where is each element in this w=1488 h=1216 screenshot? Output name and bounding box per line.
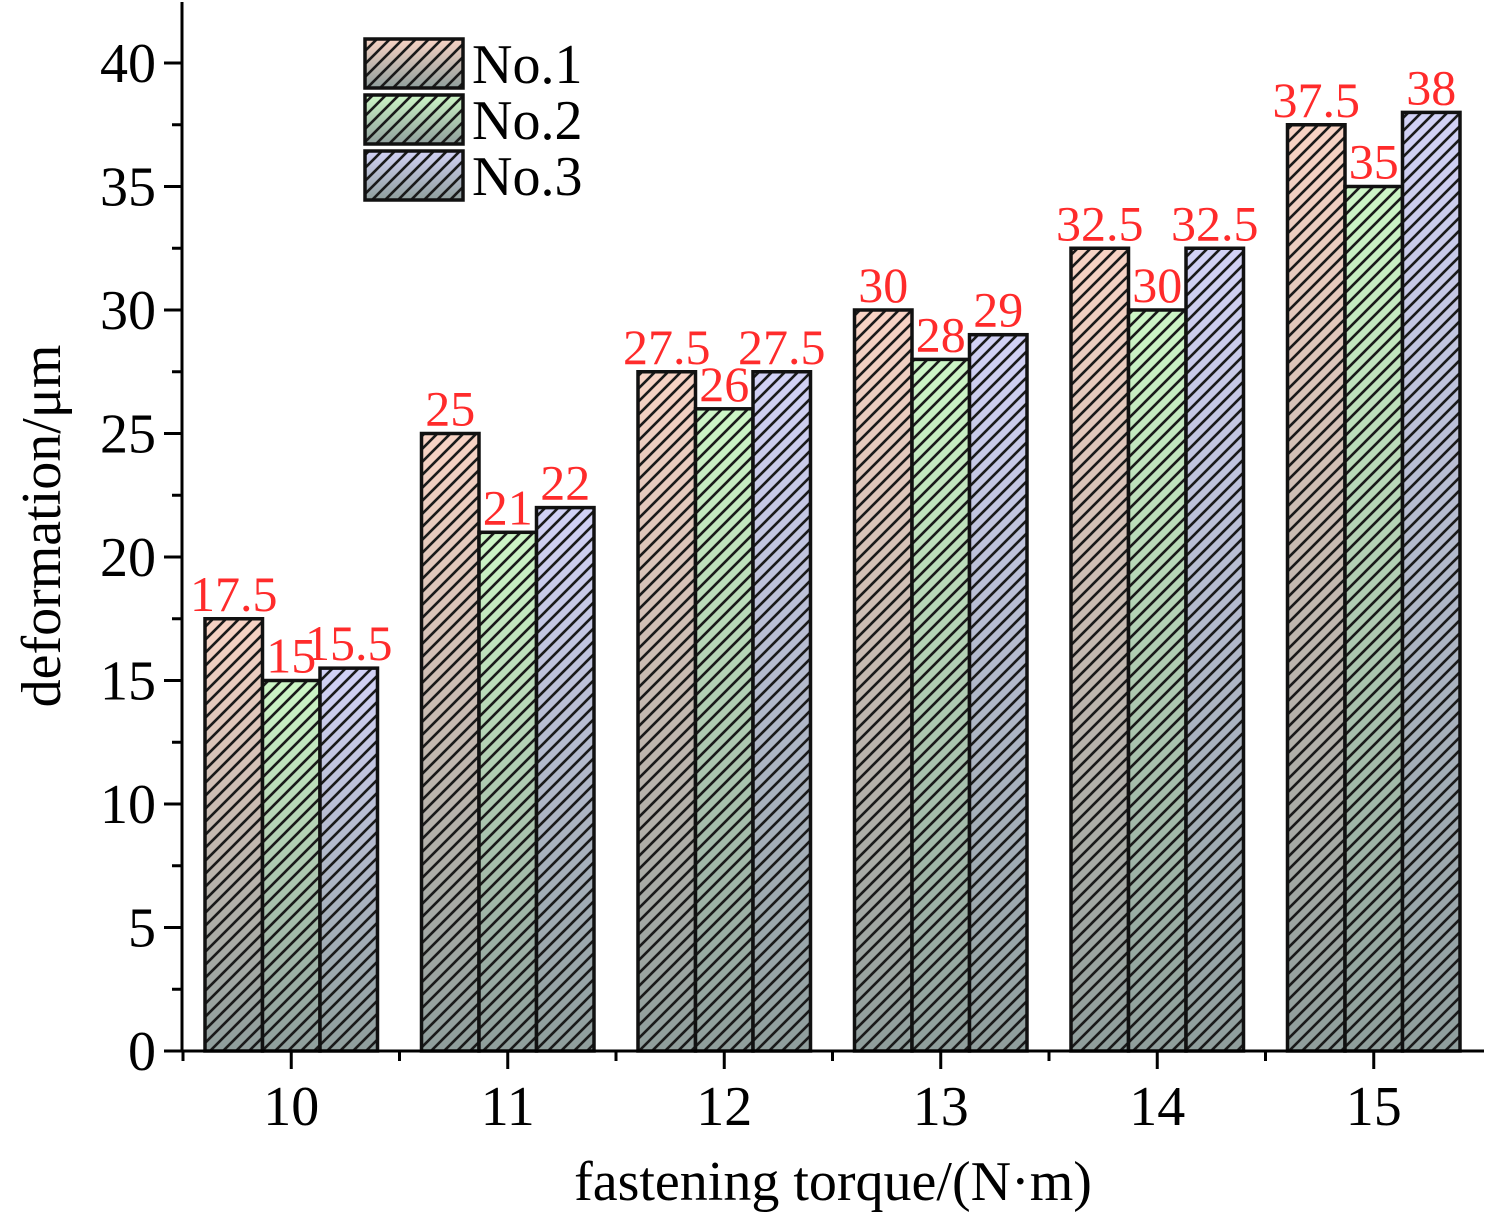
bar-hatch-no3-12 [751,370,813,1053]
bars-layer [203,110,1462,1053]
data-label-no3-14: 32.5 [1171,195,1259,251]
bar-hatch-no2-14 [1126,308,1188,1053]
data-label-no2-12: 26 [699,356,749,412]
bar-hatch-no2-10 [260,678,322,1053]
bar-hatch-no3-11 [534,505,596,1053]
y-ticks: 0 5 10 15 20 25 30 35 40 [100,33,182,1083]
y-tick-label: 35 [100,157,156,219]
data-label-no2-13: 28 [916,306,966,362]
bar-hatch-no1-15 [1285,123,1347,1053]
x-tick-label: 15 [1346,1076,1402,1138]
y-tick-label: 25 [100,404,156,466]
data-label-no3-13: 29 [973,282,1023,338]
bar-hatch-no2-13 [910,357,972,1053]
data-label-no2-15: 35 [1349,134,1399,190]
x-tick-label: 13 [913,1076,969,1138]
y-axis-title: deformation/μm [11,345,73,708]
x-tick-label: 14 [1129,1076,1185,1138]
bar-hatch-no2-12 [693,407,755,1053]
bar-hatch-no2-15 [1343,184,1405,1053]
data-label-no1-15: 37.5 [1273,72,1361,128]
legend: No.1No.2No.3 [363,34,582,208]
y-tick-label: 15 [100,651,156,713]
data-label-no3-10: 15.5 [305,615,393,671]
bar-hatch-no2-11 [477,530,539,1053]
bar-hatch-no1-12 [636,370,698,1053]
data-label-no2-11: 21 [483,479,533,535]
y-tick-label: 10 [100,774,156,836]
y-tick-label: 5 [128,898,156,960]
y-tick-label: 0 [128,1021,156,1083]
bar-hatch-no3-15 [1400,110,1462,1053]
bar-hatch-no3-13 [967,332,1029,1053]
bar-hatch-no1-13 [852,308,914,1053]
bar-hatch-no1-11 [419,431,481,1053]
data-label-no3-12: 27.5 [738,319,826,375]
x-axis-title: fastening torque/(N·m) [574,1151,1092,1213]
x-tick-label: 10 [263,1076,319,1138]
y-tick-label: 40 [100,33,156,95]
y-tick-label: 20 [100,527,156,589]
legend-swatch-hatch [363,93,465,146]
data-label-no3-11: 22 [540,455,590,511]
data-label-no2-14: 30 [1132,257,1182,313]
bar-hatch-no3-10 [318,666,380,1053]
legend-swatch-hatch [363,37,465,90]
x-tick-label: 11 [481,1076,535,1138]
legend-label-no2: No.2 [472,90,582,152]
data-label-no1-11: 25 [425,381,475,437]
legend-swatch-hatch [363,149,465,202]
legend-label-no1: No.1 [472,34,582,96]
bar-hatch-no3-14 [1184,246,1246,1053]
data-label-no1-10: 17.5 [190,566,278,622]
bar-hatch-no1-14 [1069,246,1131,1053]
x-ticks: 10 11 12 13 14 15 [181,1051,1402,1138]
data-label-no1-13: 30 [858,257,908,313]
data-label-no1-12: 27.5 [623,319,711,375]
bar-hatch-no1-10 [203,617,265,1053]
legend-label-no3: No.3 [472,146,582,208]
data-label-no3-15: 38 [1406,59,1456,115]
y-tick-label: 30 [100,280,156,342]
x-tick-label: 12 [696,1076,752,1138]
data-label-no1-14: 32.5 [1056,195,1144,251]
data-label-no2-10: 15 [266,628,316,684]
